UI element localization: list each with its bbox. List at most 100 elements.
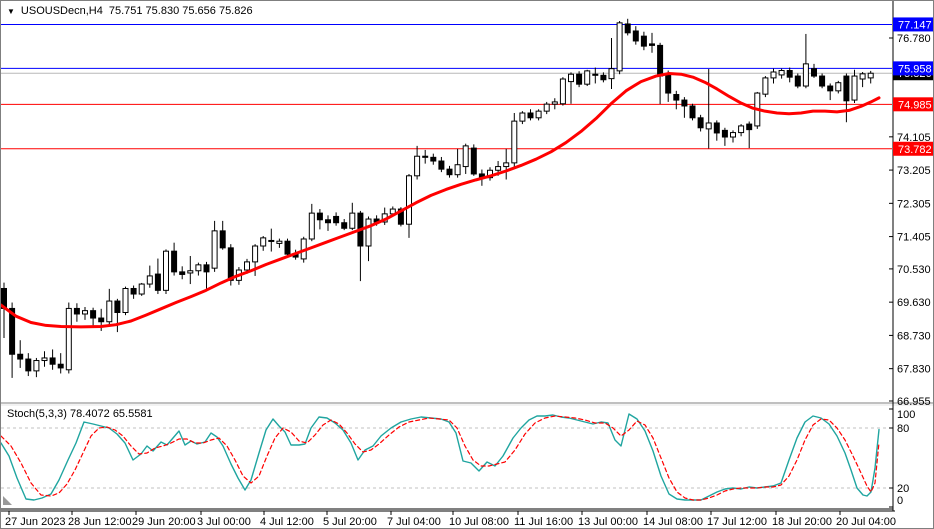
date-label: 4 Jul 12:00	[260, 516, 314, 528]
price-tick-label: 74.105	[897, 132, 931, 144]
candle-bullish	[122, 287, 129, 314]
candle-bearish	[430, 156, 437, 162]
candle-bearish	[592, 73, 599, 76]
price-badge	[893, 141, 933, 156]
more-history-icon[interactable]	[3, 496, 12, 505]
candle-bearish	[786, 70, 793, 78]
candle-bearish	[49, 357, 56, 365]
candle-bullish	[559, 78, 566, 105]
candle-bearish	[203, 264, 210, 273]
price-badge-label: 77.147	[898, 19, 932, 31]
price-badge	[893, 17, 933, 32]
candle-bullish	[406, 175, 412, 225]
candle-bearish	[179, 271, 186, 275]
candle-bullish	[503, 162, 510, 168]
candle-bearish	[341, 222, 348, 229]
candle-bullish	[778, 70, 785, 76]
candle-bearish	[25, 358, 32, 372]
candle-bearish	[689, 105, 696, 119]
candle-bullish	[762, 77, 769, 95]
candle-bearish	[438, 160, 445, 170]
candle-bullish	[867, 72, 874, 79]
candle-bullish	[65, 307, 72, 371]
candle-bullish	[608, 68, 615, 80]
candle-bearish	[316, 212, 323, 221]
candle-bearish	[624, 23, 631, 34]
candle-bullish	[519, 112, 526, 122]
candle-bullish	[454, 164, 461, 176]
price-tick-label: 72.305	[897, 198, 931, 210]
date-label: 11 Jul 16:00	[514, 516, 573, 528]
candle-bearish	[697, 117, 704, 129]
price-tick-label: 70.530	[897, 264, 931, 276]
candle-bearish	[9, 307, 16, 355]
candle-bullish	[568, 73, 574, 83]
date-label: 10 Jul 08:00	[449, 516, 509, 528]
date-label: 18 Jul 20:00	[772, 516, 832, 528]
candle-bearish	[827, 85, 834, 92]
price-tick-label: 76.780	[897, 33, 931, 45]
candle-bullish	[414, 155, 421, 177]
date-label: 17 Jul 12:00	[707, 516, 767, 528]
price-tick-label: 69.630	[897, 297, 931, 309]
stoch-tick-label: 80	[897, 423, 909, 435]
date-label: 5 Jul 20:00	[323, 516, 377, 528]
candle-bearish	[446, 168, 453, 176]
candle-bearish	[632, 30, 639, 42]
candle-bullish	[584, 70, 591, 85]
candle-bearish	[527, 112, 534, 119]
candle-bullish	[616, 22, 623, 72]
date-label: 27 Jun 2023	[5, 516, 66, 528]
candle-bearish	[114, 300, 121, 314]
candle-bullish	[163, 250, 169, 291]
candle-bearish	[325, 219, 331, 224]
candle-bullish	[33, 360, 40, 372]
candle-bearish	[673, 94, 680, 101]
candle-bearish	[17, 353, 24, 360]
candle-bearish	[130, 287, 137, 295]
candle-bullish	[770, 71, 777, 79]
price-badge-label: 74.985	[898, 99, 932, 111]
candle-bullish	[835, 82, 842, 92]
candle-bullish	[41, 357, 48, 362]
candle-bearish	[333, 215, 340, 224]
candle-bullish	[211, 230, 218, 269]
candle-bullish	[535, 110, 542, 119]
stoch-plot-area[interactable]	[1, 406, 893, 509]
candle-bullish	[551, 101, 558, 105]
candle-bullish	[195, 264, 202, 272]
stoch-d-line	[1, 415, 880, 501]
price-tick-label: 67.830	[897, 364, 931, 376]
candle-bearish	[57, 363, 64, 369]
candle-bearish	[73, 307, 80, 315]
candle-bullish	[260, 237, 267, 247]
candle-bearish	[154, 273, 161, 291]
price-badge	[893, 97, 933, 112]
candle-bearish	[98, 317, 105, 323]
candle-bullish	[138, 283, 145, 295]
stoch-indicator-label: Stoch(5,3,3) 78.4072 65.5581	[7, 408, 153, 420]
candle-bearish	[640, 35, 647, 47]
price-plot-area[interactable]	[1, 1, 893, 403]
date-label: 7 Jul 04:00	[387, 516, 441, 528]
candle-bearish	[665, 73, 672, 94]
symbol-header[interactable]: ▼ USOUSDecn,H4 75.751 75.830 75.656 75.8…	[7, 5, 253, 17]
candle-bullish	[851, 75, 858, 101]
candle-bullish	[244, 261, 250, 271]
candle-bearish	[721, 129, 728, 138]
chevron-down-icon[interactable]: ▼	[7, 6, 15, 16]
candle-bearish	[268, 239, 275, 242]
candle-bearish	[649, 43, 655, 46]
price-badge	[893, 61, 933, 76]
candle-bullish	[802, 63, 809, 87]
candle-bullish	[252, 245, 259, 263]
candle-bullish	[495, 166, 502, 171]
candle-bullish	[349, 212, 356, 229]
candle-bullish	[365, 218, 372, 247]
candle-bearish	[681, 99, 688, 107]
candle-bullish	[146, 275, 153, 285]
moving-average-line	[1, 71, 881, 329]
price-badge-label: 73.782	[898, 144, 932, 156]
candle-bearish	[90, 310, 97, 319]
